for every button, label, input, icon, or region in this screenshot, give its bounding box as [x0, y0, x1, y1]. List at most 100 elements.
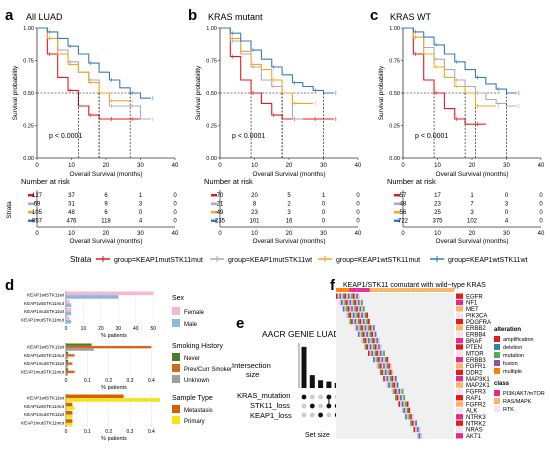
gene-label: NF1	[466, 301, 478, 307]
upset-dot	[318, 403, 323, 409]
oncoprint-cell	[416, 433, 419, 439]
d-bar	[66, 362, 73, 365]
oncoprint-cell	[410, 420, 412, 426]
oncoprint-cell	[371, 331, 374, 337]
gene-label: PTEN	[466, 345, 482, 351]
gene-label: ERBB2	[466, 326, 486, 332]
oncoprint-cell	[373, 331, 375, 337]
d-category-label: KEAP1wtSTK11mut	[24, 404, 65, 409]
d-xtick-label: 0.4	[148, 429, 155, 435]
oncoprint-cell	[354, 299, 357, 306]
gene-label: ERBB3	[466, 358, 486, 364]
d-bar	[66, 345, 152, 349]
oncoprint-cell	[388, 369, 390, 376]
risk-cell: 8	[253, 202, 257, 208]
oncoprint-cell	[401, 395, 404, 401]
oncoprint-annotation-cell	[443, 288, 446, 292]
oncoprint-cell	[415, 426, 417, 433]
risk-cell: 1	[470, 193, 474, 199]
oncoprint-cell	[405, 407, 407, 414]
risk-cell: 105	[32, 210, 43, 216]
risk-cell: 3	[287, 210, 291, 216]
oncoprint-annotation-cell	[361, 288, 363, 292]
risk-cell: 0	[322, 202, 326, 208]
km-panel-c: c KRAS WT	[370, 7, 432, 24]
d-bar	[66, 402, 73, 407]
risk-cell: 3	[505, 202, 509, 208]
oncoprint-cell	[379, 350, 382, 356]
panel-letter-b: b	[188, 7, 197, 24]
risk-cell: 375	[432, 219, 443, 225]
oncoprint-cell	[346, 293, 348, 299]
sex-legend-male: Male	[184, 322, 198, 328]
km-pvalue: p < 0.0001	[49, 133, 82, 140]
d-bar	[66, 422, 73, 427]
oncoprint-annotation-cell	[420, 288, 422, 292]
oncoprint-cell	[368, 325, 370, 331]
oncoprint-cell	[389, 376, 392, 382]
oncoprint-cell	[408, 414, 411, 420]
oncoprint-cell	[395, 382, 397, 388]
smoking-legend-never: Never	[184, 356, 200, 362]
oncoprint-cell	[381, 363, 384, 369]
km-ylabel: Survival probability	[195, 65, 202, 120]
risk-cell: 0	[356, 193, 360, 199]
km-ytick-label: 1.00	[206, 26, 217, 32]
km-ytick-label: 0.25	[23, 124, 34, 130]
oncoprint-cell	[354, 306, 357, 312]
alteration-legend-label: fusion	[503, 361, 518, 367]
risk-xtick-label: 30	[137, 231, 144, 237]
km-ytick-label: 0.50	[389, 91, 400, 97]
oncoprint-cell	[347, 299, 350, 306]
oncoprint-cell	[359, 312, 362, 318]
risk-cell: 0	[539, 219, 543, 225]
oncoprint-cell	[384, 376, 387, 382]
risk-cell: 957	[32, 219, 43, 225]
oncoprint-cell	[379, 363, 382, 369]
oncoprint-annotation-cell	[339, 288, 342, 292]
risk-cell: 0	[539, 193, 543, 199]
legend-item-4: group=KEAP1wtSTK11wt	[430, 256, 527, 264]
risk-xtick-label: 20	[469, 231, 476, 237]
oncoprint-cell	[401, 388, 404, 395]
risk-cell: 9	[104, 202, 108, 208]
oncoprint-cell	[361, 299, 363, 306]
gene-class-cell	[456, 350, 463, 356]
oncoprint-cell	[373, 344, 375, 350]
km-xtick-label: 30	[137, 163, 144, 169]
oncoprint-cell	[366, 331, 369, 337]
oncoprint-cell	[401, 407, 404, 414]
gene-class-cell	[456, 420, 463, 426]
risk-cell: 70	[217, 193, 224, 199]
panel-f: f KEAP1/STK11 comutant with wild−type KR…	[330, 277, 521, 387]
panel-d-chart-3: 0 0.1 0.2 0.3 0.4 KEAP1wtSTK11wt KEAP1wtSTK11m…	[21, 394, 160, 442]
km-ytick-label: 0.75	[23, 59, 34, 65]
sample-legend-title: Sample Type	[172, 395, 213, 402]
oncoprint-cell	[379, 356, 382, 363]
risk-row-swatch	[211, 194, 217, 197]
set-label-stk11: STK11_loss	[250, 401, 290, 410]
d-xtick-label: 0	[65, 378, 68, 384]
alteration-legend-title: alteration	[494, 327, 521, 333]
oncoprint-cell	[356, 312, 358, 318]
oncoprint-cell	[386, 376, 389, 382]
risk-row-swatch	[211, 202, 217, 205]
d-xtick-label: 0.2	[105, 378, 112, 384]
d-bar	[66, 360, 69, 363]
oncoprint-cell	[369, 350, 372, 356]
d-category-label: KEAP1mutSTK11mut	[21, 369, 65, 374]
intersection-bar	[309, 375, 315, 388]
gene-class-cell	[456, 325, 463, 331]
oncoprint-annotation-cell	[381, 288, 384, 292]
gene-label: MET	[466, 307, 479, 313]
risk-cell: 6	[104, 193, 108, 199]
d-xtick-label: 50	[150, 326, 156, 332]
d-category-label: KEAP1wtSTK11wt	[27, 396, 65, 401]
oncoprint-cell	[376, 344, 379, 350]
km-xtick-label: 0	[35, 163, 39, 169]
smoking-legend-unknown: Unknown	[184, 378, 209, 384]
oncoprint-annotation-cell	[425, 288, 428, 292]
risk-cell: 2	[287, 202, 291, 208]
oncoprint-cell	[351, 306, 353, 312]
oncoprint-cell	[351, 299, 353, 306]
